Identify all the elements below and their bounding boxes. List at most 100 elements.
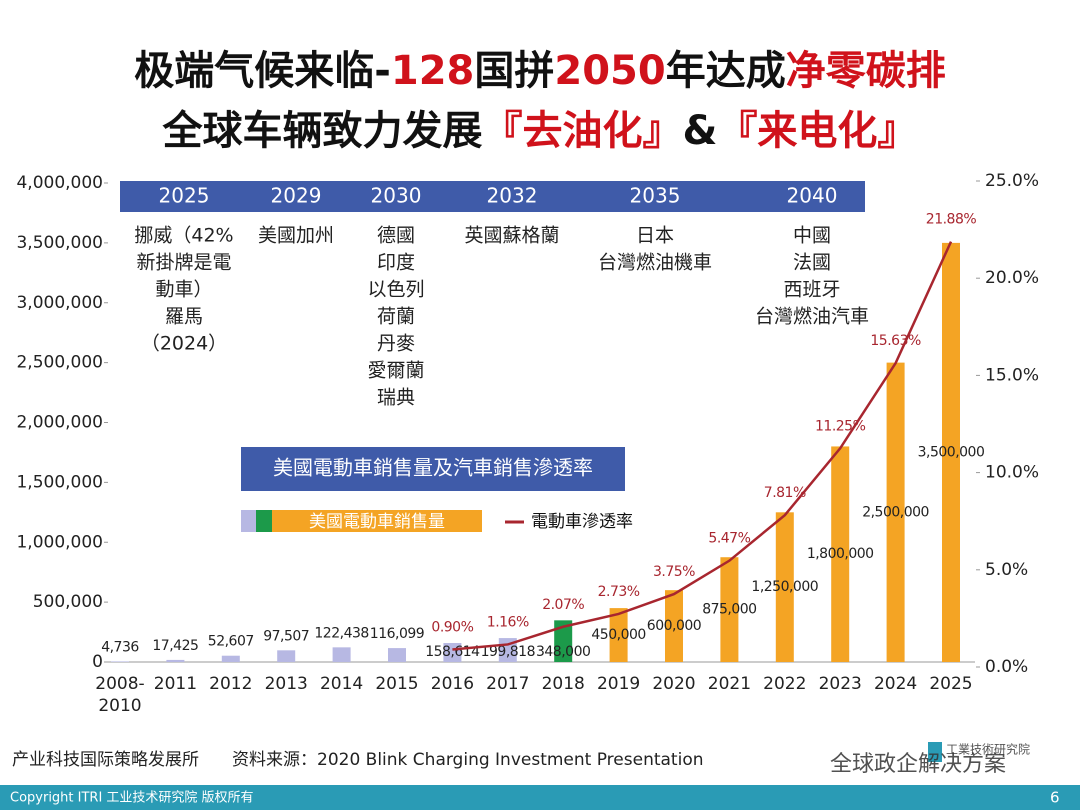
- value-label: 600,000: [647, 618, 701, 634]
- x-tick-label: 2023: [819, 674, 862, 694]
- bar: [221, 655, 240, 662]
- x-tick-label: 2025: [929, 674, 972, 694]
- value-label: 158,614: [425, 644, 480, 660]
- timeline-country: 荷蘭: [377, 306, 415, 328]
- timeline-year: 2040: [787, 184, 838, 208]
- legend-swatch: [256, 510, 272, 532]
- title-line: 全球车辆致力发展『去油化』&『来电化』: [0, 98, 1080, 156]
- y2-tick-label: 20.0%: [985, 268, 1039, 288]
- title-segment: 128: [390, 48, 475, 94]
- timeline-year: 2029: [271, 184, 322, 208]
- timeline-country: 挪威（42%: [134, 225, 233, 247]
- bar: [111, 661, 129, 662]
- timeline-band: [120, 181, 865, 212]
- timeline-country: 瑞典: [377, 387, 415, 409]
- line-label: 2.73%: [598, 584, 640, 600]
- timeline-country: 印度: [377, 252, 415, 274]
- timeline-country: 法國: [793, 252, 831, 274]
- timeline-year: 2025: [159, 184, 210, 208]
- value-label: 348,000: [536, 644, 590, 660]
- timeline-country: 德國: [377, 225, 415, 247]
- legend-label: 電動車滲透率: [531, 512, 633, 532]
- value-label: 2,500,000: [862, 504, 929, 520]
- timeline-country: 台灣燃油機車: [598, 252, 712, 274]
- value-label: 17,425: [152, 638, 198, 654]
- title-segment: 全球车辆致力发展: [162, 108, 483, 154]
- title-segment: 国拼: [474, 48, 555, 94]
- line-label: 5.47%: [708, 531, 750, 547]
- y-tick-label: 1,500,000: [16, 472, 103, 492]
- timeline-year: 2035: [630, 184, 681, 208]
- x-tick-label: 2019: [597, 674, 640, 694]
- line-label: 15.63%: [870, 333, 921, 349]
- x-tick-label: 2020: [652, 674, 695, 694]
- timeline-country: 新掛牌是電: [136, 252, 231, 274]
- title-segment: 2050: [554, 48, 666, 94]
- title-segment: 极端气候来临-: [134, 48, 391, 94]
- value-label: 3,500,000: [918, 444, 985, 460]
- y-tick-label: 3,000,000: [16, 293, 103, 313]
- timeline-country: 愛爾蘭: [367, 360, 424, 382]
- bar: [665, 590, 683, 662]
- bar: [886, 362, 905, 662]
- y2-tick-label: 10.0%: [985, 463, 1039, 483]
- legend-swatch: [272, 510, 482, 532]
- title-segment: 『来电化』: [717, 108, 918, 154]
- value-label: 875,000: [702, 602, 756, 618]
- timeline-country: 丹麥: [377, 333, 415, 355]
- timeline-country: 羅馬: [165, 306, 203, 328]
- legend-swatch: [241, 510, 256, 532]
- value-label: 1,800,000: [807, 546, 874, 562]
- value-label: 116,099: [370, 626, 424, 642]
- logo-text: 工業技術研究院: [946, 742, 1030, 757]
- logo-mark: [928, 742, 942, 762]
- line-label: 21.88%: [926, 212, 977, 228]
- footer-source: 资料来源：2020 Blink Charging Investment Pres…: [232, 750, 704, 770]
- x-tick-label: 2018: [542, 674, 585, 694]
- y-tick-label: 2,000,000: [16, 413, 103, 433]
- timeline-country: 動車）: [155, 279, 212, 301]
- y-tick-label: 500,000: [33, 592, 103, 612]
- y-tick-label: 2,500,000: [16, 353, 103, 373]
- timeline-country: 台灣燃油汽車: [755, 306, 869, 328]
- bar: [443, 643, 462, 662]
- title-segment: 年达成: [665, 48, 786, 94]
- value-label: 97,507: [263, 628, 309, 644]
- timeline-country: 日本: [636, 225, 674, 247]
- x-tick-label: 2016: [431, 674, 474, 694]
- line: [452, 241, 953, 651]
- x-tick-label: 2024: [874, 674, 917, 694]
- x-tick-label: 2021: [708, 674, 751, 694]
- value-label: 52,607: [208, 634, 254, 650]
- y2-tick-label: 15.0%: [985, 365, 1039, 385]
- x-tick-label: 2014: [320, 674, 363, 694]
- timeline-country: （2024）: [141, 333, 227, 355]
- value-label: 1,250,000: [751, 579, 818, 595]
- watermark: 全球政企解决方案: [830, 752, 1006, 777]
- bar: [277, 650, 296, 662]
- line-label: 1.16%: [487, 614, 529, 630]
- y-tick-label: 3,500,000: [16, 233, 103, 253]
- title-segment: 『去油化』: [482, 108, 683, 154]
- y2-tick-label: 0.0%: [985, 657, 1028, 677]
- value-label: 450,000: [591, 627, 645, 643]
- footer-org: 产业科技国际策略发展所: [12, 750, 199, 770]
- bar: [166, 659, 185, 662]
- footer-bar: [0, 785, 1080, 810]
- chart-title-box: [241, 447, 625, 491]
- value-label: 199,818: [481, 644, 535, 660]
- x-tick-label: 2008-2010: [95, 674, 144, 716]
- title-line: 极端气候来临-128国拼2050年达成净零碳排: [0, 38, 1080, 96]
- timeline-country: 以色列: [367, 279, 424, 301]
- timeline-country: 西班牙: [783, 279, 840, 301]
- timeline-country: 中國: [793, 225, 831, 247]
- title-segment: &: [682, 108, 718, 154]
- chart-title: 美國電動車銷售量及汽車銷售滲透率: [273, 456, 593, 480]
- x-tick-label: 2012: [209, 674, 252, 694]
- bar: [388, 648, 406, 662]
- y2-tick-label: 25.0%: [985, 171, 1039, 191]
- value-label: 122,438: [314, 625, 368, 641]
- x-tick-label: 2017: [486, 674, 529, 694]
- bar: [332, 647, 351, 662]
